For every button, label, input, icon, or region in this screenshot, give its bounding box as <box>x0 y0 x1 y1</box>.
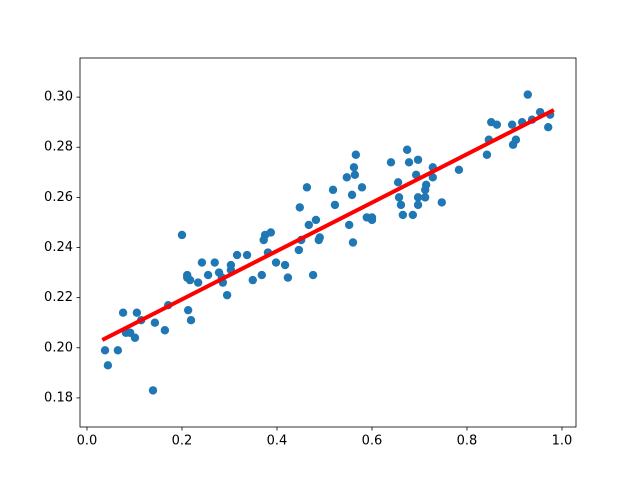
scatter-point <box>507 120 517 129</box>
y-tick-label: 0.22 <box>44 290 73 305</box>
scatter-point <box>421 180 431 190</box>
scatter-point <box>347 190 357 200</box>
scatter-point <box>402 145 412 154</box>
scatter-point <box>266 228 276 237</box>
y-tick-label: 0.28 <box>44 140 73 155</box>
scatter-point <box>408 210 418 220</box>
scatter-point <box>437 198 447 207</box>
scatter-point <box>413 200 423 210</box>
scatter-point <box>328 185 338 195</box>
scatter-point <box>177 230 187 240</box>
fit-line <box>101 108 555 342</box>
x-tick-label: 0.8 <box>457 434 478 449</box>
x-tick-label: 1.0 <box>552 434 573 449</box>
scatter-point <box>413 193 423 202</box>
scatter-point <box>330 200 340 210</box>
scatter-point <box>386 158 396 167</box>
plot-frame <box>79 57 577 428</box>
scatter-point <box>197 258 207 267</box>
y-tick-label: 0.30 <box>44 90 73 105</box>
scatter-point <box>295 203 304 212</box>
scatter-point <box>150 318 160 327</box>
scatter-point <box>311 215 321 225</box>
scatter-point <box>232 250 242 260</box>
scatter-point <box>413 155 423 164</box>
scatter-point <box>186 316 196 325</box>
scatter-point <box>492 120 502 129</box>
scatter-point <box>302 183 312 192</box>
y-tick-label: 0.26 <box>44 190 73 205</box>
scatter-point <box>283 273 293 282</box>
scatter-point <box>398 210 408 220</box>
scatter-point <box>271 258 281 267</box>
scatter-point <box>183 305 193 315</box>
scatter-point <box>350 170 360 180</box>
scatter-point <box>103 361 113 370</box>
scatter-point <box>396 200 406 210</box>
scatter-point <box>420 193 430 202</box>
scatter-point <box>342 173 352 182</box>
scatter-point <box>482 150 492 159</box>
scatter-point <box>454 165 464 175</box>
scatter-point <box>130 333 140 342</box>
scatter-point <box>257 270 266 280</box>
scatter-point <box>132 308 142 317</box>
scatter-point <box>367 213 377 222</box>
scatter-point <box>193 278 203 287</box>
scatter-point <box>523 90 532 99</box>
scatter-point <box>222 290 232 300</box>
scatter-point <box>428 173 437 182</box>
x-tick-label: 0.4 <box>267 434 288 449</box>
scatter-point <box>242 250 252 260</box>
scatter-point <box>393 178 403 187</box>
scatter-point <box>308 270 318 280</box>
scatter-point <box>118 308 128 317</box>
x-tick-label: 0.2 <box>172 434 193 449</box>
scatter-point <box>304 220 314 230</box>
y-tick-label: 0.18 <box>44 390 73 405</box>
scatter-point <box>404 158 414 167</box>
scatter-point <box>148 386 158 395</box>
scatter-point <box>394 193 404 202</box>
scatter-point <box>348 238 358 247</box>
scatter-point <box>511 135 521 144</box>
y-tick-label: 0.24 <box>44 240 73 255</box>
scatter-point <box>351 150 361 159</box>
scatter-point <box>344 220 354 230</box>
scatter-point <box>248 275 257 285</box>
y-tick-label: 0.20 <box>44 340 73 355</box>
scatter-point <box>544 122 553 132</box>
scatter-point <box>315 233 324 242</box>
scatter-point <box>203 270 213 280</box>
scatter-point <box>294 245 304 255</box>
scatter-point <box>357 183 367 192</box>
x-tick-label: 0.6 <box>362 434 383 449</box>
scatter-point <box>210 258 219 267</box>
scatter-point <box>113 346 123 355</box>
scatter-point <box>160 326 170 335</box>
scatter-point <box>349 163 359 172</box>
scatter-point <box>226 260 236 270</box>
x-tick-label: 0.0 <box>77 434 98 449</box>
scatter-point <box>100 346 110 355</box>
scatter-point <box>185 275 195 285</box>
scatter-point <box>280 260 290 270</box>
